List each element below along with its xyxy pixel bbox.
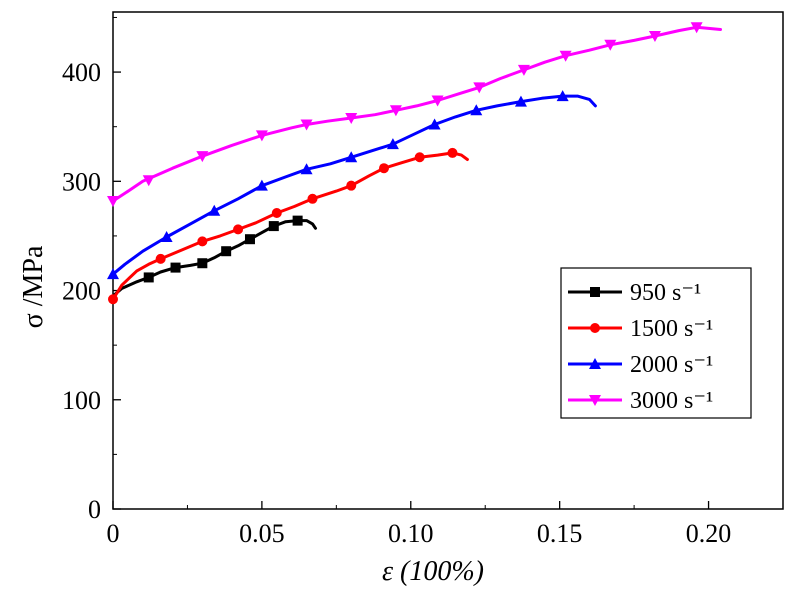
data-point — [514, 95, 527, 107]
data-point — [160, 231, 173, 243]
series-line — [111, 25, 722, 203]
data-point — [473, 82, 486, 94]
x-tick-label: 0.15 — [537, 519, 583, 548]
data-point — [107, 268, 119, 280]
data-point — [378, 163, 389, 174]
data-point — [604, 39, 617, 51]
data-point — [556, 90, 569, 102]
data-point — [170, 262, 181, 273]
data-point — [142, 175, 155, 187]
y-tick-labels: 0 100 200 300 400 — [62, 58, 101, 524]
y-tick-label: 400 — [62, 58, 101, 87]
data-point — [221, 246, 232, 257]
series-0 — [111, 215, 317, 298]
legend-label: 2000 s⁻¹ — [630, 352, 713, 378]
data-point — [197, 258, 208, 269]
y-tick-label: 0 — [88, 495, 101, 524]
series-1 — [108, 147, 469, 305]
legend-item: 3000 s⁻¹ — [568, 388, 713, 414]
legend-label: 1500 s⁻¹ — [630, 316, 713, 342]
legend-marker — [589, 358, 601, 369]
series-3 — [107, 22, 722, 207]
data-point — [389, 105, 402, 117]
data-point — [414, 152, 425, 163]
data-point — [108, 294, 118, 305]
legend-item: 2000 s⁻¹ — [568, 352, 713, 378]
x-tick-labels: 0 0.05 0.10 0.15 0.20 — [107, 519, 732, 548]
legend-label: 950 s⁻¹ — [630, 280, 701, 306]
data-point — [386, 138, 399, 150]
data-point — [345, 112, 358, 124]
data-point — [268, 221, 279, 232]
legend-item: 950 s⁻¹ — [568, 280, 701, 306]
legend-label: 3000 s⁻¹ — [630, 388, 713, 414]
data-point — [255, 179, 268, 191]
data-point — [345, 151, 358, 163]
data-point — [300, 163, 313, 175]
data-point — [307, 193, 318, 204]
data-point — [208, 204, 221, 216]
data-point — [244, 234, 255, 245]
y-tick-label: 200 — [62, 277, 101, 306]
data-point — [690, 22, 703, 34]
x-axis-title: ε (100%) — [382, 556, 484, 587]
series-line — [111, 94, 597, 276]
x-tick-label: 0.20 — [686, 519, 732, 548]
legend: 950 s⁻¹ 1500 s⁻¹ 2000 s⁻¹ 3000 s⁻¹ — [560, 267, 752, 419]
data-point — [300, 119, 313, 131]
data-point — [107, 195, 119, 207]
data-point — [155, 253, 166, 264]
series-2 — [107, 90, 597, 280]
legend-item: 1500 s⁻¹ — [568, 316, 713, 342]
data-point — [196, 151, 209, 163]
x-tick-label: 0.10 — [388, 519, 434, 548]
x-tick-label: 0 — [107, 519, 120, 548]
data-point — [470, 104, 483, 116]
data-point — [559, 50, 572, 62]
data-point — [271, 207, 282, 218]
legend-marker — [590, 287, 600, 297]
legend-marker — [590, 323, 600, 333]
series-layer — [107, 22, 722, 305]
data-point — [428, 118, 441, 130]
data-point — [517, 64, 530, 76]
x-tick-label: 0.05 — [239, 519, 285, 548]
data-point — [255, 130, 268, 142]
axis-ticks — [112, 16, 784, 510]
series-line — [111, 219, 317, 298]
data-point — [346, 180, 357, 191]
data-point — [292, 215, 303, 226]
data-point — [431, 95, 444, 107]
y-tick-label: 300 — [62, 167, 101, 196]
data-point — [143, 272, 154, 283]
data-point — [648, 31, 661, 43]
y-tick-label: 100 — [62, 386, 101, 415]
y-axis-title: σ /MPa — [18, 245, 49, 328]
data-point — [447, 147, 458, 158]
plot-frame — [112, 11, 784, 510]
legend-marker — [589, 395, 601, 406]
data-point — [233, 224, 244, 235]
data-point — [197, 236, 208, 247]
